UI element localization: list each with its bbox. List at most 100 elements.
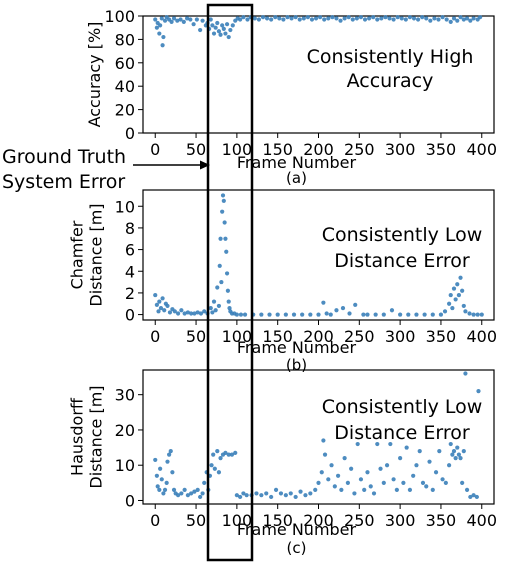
data-point bbox=[269, 494, 274, 500]
data-point bbox=[451, 16, 457, 21]
data-point bbox=[358, 15, 364, 20]
data-point bbox=[389, 308, 395, 313]
data-point bbox=[223, 236, 228, 241]
data-point bbox=[442, 309, 448, 314]
data-point bbox=[468, 18, 473, 23]
data-point bbox=[185, 310, 190, 315]
data-point bbox=[352, 491, 357, 496]
data-point bbox=[208, 305, 213, 311]
x-tick-label: 150 bbox=[262, 140, 293, 159]
y-tick-label: 30 bbox=[115, 386, 135, 405]
data-point bbox=[219, 279, 224, 285]
x-tick-label: 50 bbox=[186, 140, 206, 159]
data-point bbox=[202, 480, 207, 485]
data-point bbox=[192, 311, 197, 316]
data-point bbox=[420, 15, 425, 20]
x-tick-label: 300 bbox=[385, 511, 416, 530]
y-tick-label: 80 bbox=[115, 30, 135, 49]
data-point bbox=[171, 487, 177, 492]
data-point bbox=[401, 480, 406, 485]
data-point bbox=[358, 477, 364, 482]
x-tick-label: 350 bbox=[426, 140, 457, 159]
data-point bbox=[273, 487, 279, 492]
x-axis-label: Frame Number bbox=[237, 338, 357, 357]
x-tick-label: 200 bbox=[303, 327, 334, 346]
data-point bbox=[189, 491, 194, 496]
data-point bbox=[223, 450, 228, 455]
panel-1: 0 50 100 150 200 250 300 350 400 0 2 4 6 8 10 Frame Num… bbox=[68, 189, 497, 374]
annotation-system-error: System Error bbox=[2, 171, 125, 193]
data-point bbox=[313, 487, 318, 492]
data-point bbox=[430, 312, 435, 317]
x-tick-label: 400 bbox=[466, 327, 497, 346]
data-point bbox=[157, 299, 162, 304]
data-point bbox=[353, 302, 358, 307]
data-point bbox=[216, 303, 222, 309]
data-point bbox=[371, 15, 376, 20]
panel-label: (b) bbox=[286, 356, 307, 374]
data-point bbox=[461, 303, 466, 309]
data-point bbox=[308, 312, 313, 317]
data-point bbox=[208, 17, 213, 22]
data-point bbox=[192, 489, 197, 494]
data-point bbox=[467, 311, 472, 316]
data-point bbox=[373, 312, 378, 317]
data-point bbox=[241, 15, 246, 20]
data-point bbox=[464, 487, 470, 492]
data-point bbox=[259, 493, 264, 498]
data-point bbox=[178, 17, 183, 22]
x-tick-label: 50 bbox=[186, 327, 206, 346]
data-point bbox=[461, 17, 466, 22]
data-point bbox=[475, 312, 480, 317]
data-point bbox=[456, 292, 461, 298]
data-point bbox=[415, 17, 421, 22]
x-tick-label: 100 bbox=[222, 327, 253, 346]
data-point bbox=[226, 34, 231, 40]
data-point bbox=[297, 17, 302, 22]
data-point bbox=[354, 16, 359, 21]
data-point bbox=[230, 23, 235, 28]
data-point bbox=[254, 491, 259, 496]
y-tick-label: 60 bbox=[115, 54, 135, 73]
data-point bbox=[154, 25, 159, 30]
data-point bbox=[198, 311, 204, 316]
data-point bbox=[191, 22, 196, 27]
data-point bbox=[303, 493, 308, 498]
data-point bbox=[471, 16, 476, 21]
data-point bbox=[259, 312, 264, 317]
data-point bbox=[406, 312, 411, 317]
data-point bbox=[355, 441, 360, 447]
data-point bbox=[211, 31, 217, 36]
panel-label: (a) bbox=[286, 169, 307, 187]
data-point bbox=[220, 209, 225, 214]
x-tick-label: 0 bbox=[150, 511, 160, 530]
data-point bbox=[288, 491, 293, 496]
data-point bbox=[194, 17, 199, 22]
data-point bbox=[334, 16, 339, 21]
y-axis-label: Distance [m] bbox=[87, 203, 106, 306]
data-point bbox=[198, 494, 203, 500]
data-point bbox=[153, 457, 158, 463]
data-point bbox=[269, 17, 274, 22]
data-point bbox=[474, 494, 479, 500]
data-point bbox=[411, 473, 416, 478]
data-point bbox=[342, 16, 347, 21]
y-axis-label: Distance [m] bbox=[87, 385, 106, 488]
data-point bbox=[448, 441, 453, 447]
data-point bbox=[318, 15, 323, 20]
data-point bbox=[215, 285, 220, 290]
y-tick-label: 20 bbox=[115, 421, 135, 440]
data-point bbox=[210, 23, 215, 28]
x-tick-label: 200 bbox=[303, 140, 334, 159]
data-point bbox=[399, 16, 404, 21]
data-point bbox=[221, 26, 226, 31]
x-tick-label: 150 bbox=[262, 327, 293, 346]
data-point bbox=[238, 312, 244, 317]
data-point bbox=[450, 452, 455, 457]
data-point bbox=[301, 16, 306, 21]
data-point bbox=[438, 312, 444, 317]
y-tick-label: 6 bbox=[125, 241, 135, 260]
data-point bbox=[157, 31, 162, 36]
data-point bbox=[158, 305, 164, 311]
y-axis-label: Hausdorff bbox=[68, 397, 87, 476]
